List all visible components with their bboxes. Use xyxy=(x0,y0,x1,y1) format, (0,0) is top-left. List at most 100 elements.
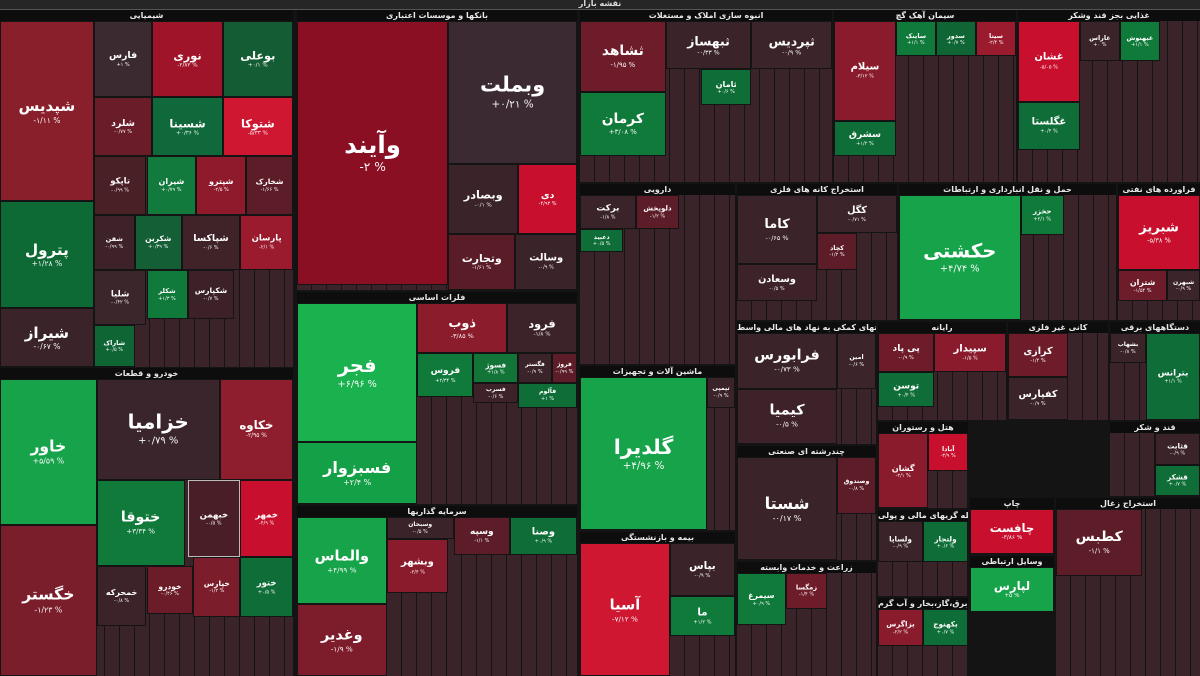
stock-tile[interactable]: نوری -۲/۸۲ % xyxy=(152,21,223,98)
stock-tile[interactable]: قشکر +۰/۷ % xyxy=(1155,464,1200,496)
stock-tile[interactable]: غبهنوش +۱/۱ % xyxy=(1119,21,1160,62)
stock-tile[interactable]: سدور +۰/۷ % xyxy=(935,21,976,57)
stock-tile[interactable]: بپاس -۰/۹ % xyxy=(669,543,735,597)
stock-tile[interactable]: گشان -۲/۱ % xyxy=(878,433,929,508)
stock-tile[interactable]: دعبید +۰/۵ % xyxy=(580,228,624,253)
stock-tile[interactable]: فسرب -۰/۶ % xyxy=(473,383,519,404)
stock-tile[interactable]: ساینک +۱/۱ % xyxy=(895,21,936,57)
stock-tile[interactable]: بوعلی +۰/۱ % xyxy=(222,21,293,98)
stock-tile[interactable]: وسبحان -۰/۵ % xyxy=(386,517,454,540)
stock-tile[interactable]: ولتجار +۰/۶ % xyxy=(923,521,968,563)
stock-tile[interactable]: والماس +۴/۹۹ % xyxy=(297,517,387,605)
stock-tile[interactable]: فسبزوار +۲/۴ % xyxy=(297,441,418,504)
stock-tile[interactable]: غگلستا +۰/۴ % xyxy=(1018,101,1080,150)
stock-tile[interactable]: خمحرکه -۰/۸ % xyxy=(96,566,147,626)
stock-tile[interactable]: دلوپخش -۱/۲ % xyxy=(635,195,680,229)
stock-tile[interactable]: شبریز -۵/۳۸ % xyxy=(1118,195,1200,270)
stock-tile[interactable]: پترول +۱/۲۸ % xyxy=(0,200,94,309)
stock-tile[interactable]: فروژ -۰/۹۹ % xyxy=(551,353,577,384)
stock-tile[interactable]: شکربن +۰/۳۹ % xyxy=(134,214,182,271)
stock-tile[interactable]: ذوب -۳/۸۵ % xyxy=(417,303,507,354)
stock-tile[interactable]: فرود -۱/۸ % xyxy=(507,303,577,354)
stock-tile[interactable]: حکشتی +۴/۷۴ % xyxy=(899,195,1021,320)
stock-tile[interactable]: تاپکو -۰/۹۹ % xyxy=(93,155,147,215)
stock-tile[interactable]: تپمپی -۰/۹ % xyxy=(707,377,735,408)
stock-tile[interactable]: وسپه -۱/۱ % xyxy=(453,517,510,556)
stock-tile[interactable]: شیراز -۰/۶۷ % xyxy=(0,308,94,367)
stock-tile[interactable]: ولساپا -۰/۹ % xyxy=(878,521,923,563)
stock-tile[interactable]: آسیا -۷/۱۲ % xyxy=(580,543,670,676)
stock-tile[interactable]: خگستر -۱/۲۳ % xyxy=(0,524,97,676)
stock-tile[interactable]: خمهر -۴/۹ % xyxy=(240,479,293,558)
stock-tile[interactable]: خزامیا +۰/۷۹ % xyxy=(96,379,220,480)
stock-tile[interactable]: شتوکا -۵/۳۳ % xyxy=(222,97,293,156)
stock-tile[interactable]: کرازی -۱/۴ % xyxy=(1008,333,1068,377)
stock-tile[interactable]: آبادا -۳/۹ % xyxy=(928,433,968,471)
stock-tile[interactable]: وبصادر -۰/۱ % xyxy=(448,163,519,234)
stock-tile[interactable]: بشهاب -۰/۸ % xyxy=(1110,333,1146,364)
stock-tile[interactable]: ثبهساز -۰/۳۳ % xyxy=(665,21,752,70)
stock-tile[interactable]: فسوژ +۱/۸ % xyxy=(473,353,519,384)
stock-tile[interactable]: غشان -۵/۰۵ % xyxy=(1018,21,1080,102)
stock-tile[interactable]: شبهرن -۰/۹ % xyxy=(1167,270,1200,302)
stock-tile[interactable]: ما +۱/۲ % xyxy=(669,596,735,637)
stock-tile[interactable]: فارس +۱ % xyxy=(93,21,153,98)
stock-tile[interactable]: خبهمن -۰/۵ % xyxy=(187,479,241,558)
stock-tile[interactable]: ثشاهد -۱/۹۵ % xyxy=(580,21,666,92)
stock-tile[interactable]: شپدیس -۱/۱۱ % xyxy=(0,21,94,201)
stock-tile[interactable]: ختور +۰/۵ % xyxy=(240,557,293,617)
stock-tile[interactable]: وغدیر -۱/۹ % xyxy=(297,604,387,676)
stock-tile[interactable]: شپاکسا -۰/۶ % xyxy=(181,214,241,271)
stock-tile[interactable]: شیران +۰/۷۹ % xyxy=(146,155,197,215)
stock-tile[interactable]: خاور +۵/۵۹ % xyxy=(0,379,97,525)
stock-tile[interactable]: کگل -۰/۷۱ % xyxy=(817,195,897,233)
stock-tile[interactable]: ثپردیس -۰/۹ % xyxy=(751,21,832,70)
stock-tile[interactable]: زمگسا -۱/۴ % xyxy=(785,573,828,610)
stock-tile[interactable]: وبشهر -۲/۴ % xyxy=(386,539,449,594)
stock-tile[interactable]: شکلر +۱/۳ % xyxy=(146,270,188,319)
stock-tile[interactable]: فروس +۲/۳۴ % xyxy=(417,353,474,398)
stock-tile[interactable]: شکپارس -۰/۷ % xyxy=(187,270,235,319)
stock-tile[interactable]: کاما -۰/۶۵ % xyxy=(737,195,817,264)
stock-tile[interactable]: وآیند -۲ % xyxy=(297,21,449,285)
stock-tile[interactable]: وصندوق -۰/۸ % xyxy=(837,457,876,514)
stock-tile[interactable]: وسالت -۰/۹ % xyxy=(515,233,577,290)
stock-tile[interactable]: خودرو -۰/۴۶ % xyxy=(146,566,194,614)
stock-tile[interactable]: بزاگرس -۲/۲ % xyxy=(878,609,923,646)
stock-tile[interactable]: سپیدار -۱/۵ % xyxy=(934,333,1006,373)
stock-tile[interactable]: امین -۰/۶ % xyxy=(837,333,876,389)
stock-tile[interactable]: حخزر +۲/۱ % xyxy=(1020,195,1064,235)
stock-tile[interactable]: قثابت -۰/۹ % xyxy=(1155,433,1200,465)
stock-tile[interactable]: شفن -۰/۹۹ % xyxy=(93,214,135,271)
stock-tile[interactable]: ثامان +۰/۶ % xyxy=(700,69,752,105)
stock-tile[interactable]: بکهنوج +۰/۷ % xyxy=(923,609,968,646)
stock-tile[interactable]: شپترو -۲/۵ % xyxy=(196,155,247,215)
stock-tile[interactable]: فرابورس -۰/۷۳ % xyxy=(737,333,838,389)
stock-tile[interactable]: فجر +۶/۹۶ % xyxy=(297,303,418,442)
stock-tile[interactable]: برکت -۱/۸ % xyxy=(580,195,636,229)
stock-tile[interactable]: کرمان +۳/۰۸ % xyxy=(580,91,666,157)
stock-tile[interactable]: شلیا -۰/۴۲ % xyxy=(93,270,147,326)
stock-tile[interactable]: شاراک +۰/۵ % xyxy=(93,325,135,367)
stock-tile[interactable]: بترانس +۱/۱ % xyxy=(1146,333,1200,420)
stock-tile[interactable]: توسن +۰/۴ % xyxy=(878,372,935,407)
stock-tile[interactable]: سیتا -۲/۴ % xyxy=(975,21,1016,57)
stock-tile[interactable]: فگستر -۰/۹ % xyxy=(518,353,552,384)
stock-tile[interactable]: کیمیا -۰/۵ % xyxy=(737,388,838,444)
stock-tile[interactable]: خکاوه -۲/۹۵ % xyxy=(219,379,293,480)
stock-tile[interactable]: شسینا +۰/۳۶ % xyxy=(152,97,223,156)
stock-tile[interactable]: سشرق +۱/۲ % xyxy=(834,120,896,157)
stock-tile[interactable]: شستا -۰/۱۷ % xyxy=(737,457,838,560)
stock-tile[interactable]: دی -۴/۹۳ % xyxy=(518,163,577,234)
stock-tile[interactable]: سیلام -۳/۱۲ % xyxy=(834,21,896,121)
stock-tile[interactable]: کطبس -۱/۱ % xyxy=(1056,509,1143,576)
stock-tile[interactable]: پی پاد -۰/۹ % xyxy=(878,333,935,373)
stock-tile[interactable]: کچاد -۱/۲ % xyxy=(817,232,857,270)
stock-tile[interactable]: شتران -۱/۵۴ % xyxy=(1118,270,1168,302)
stock-tile[interactable]: کفپارس -۰/۹ % xyxy=(1008,376,1068,420)
stock-tile[interactable]: وصنا +۰/۹ % xyxy=(509,517,577,556)
stock-tile[interactable]: سیمرغ +۰/۹ % xyxy=(737,573,786,625)
stock-tile[interactable]: فآلوم +۱ % xyxy=(518,383,577,408)
stock-tile[interactable]: غاراس +۰ % xyxy=(1079,21,1120,62)
stock-tile[interactable]: گلدیرا +۴/۹۶ % xyxy=(580,377,708,530)
